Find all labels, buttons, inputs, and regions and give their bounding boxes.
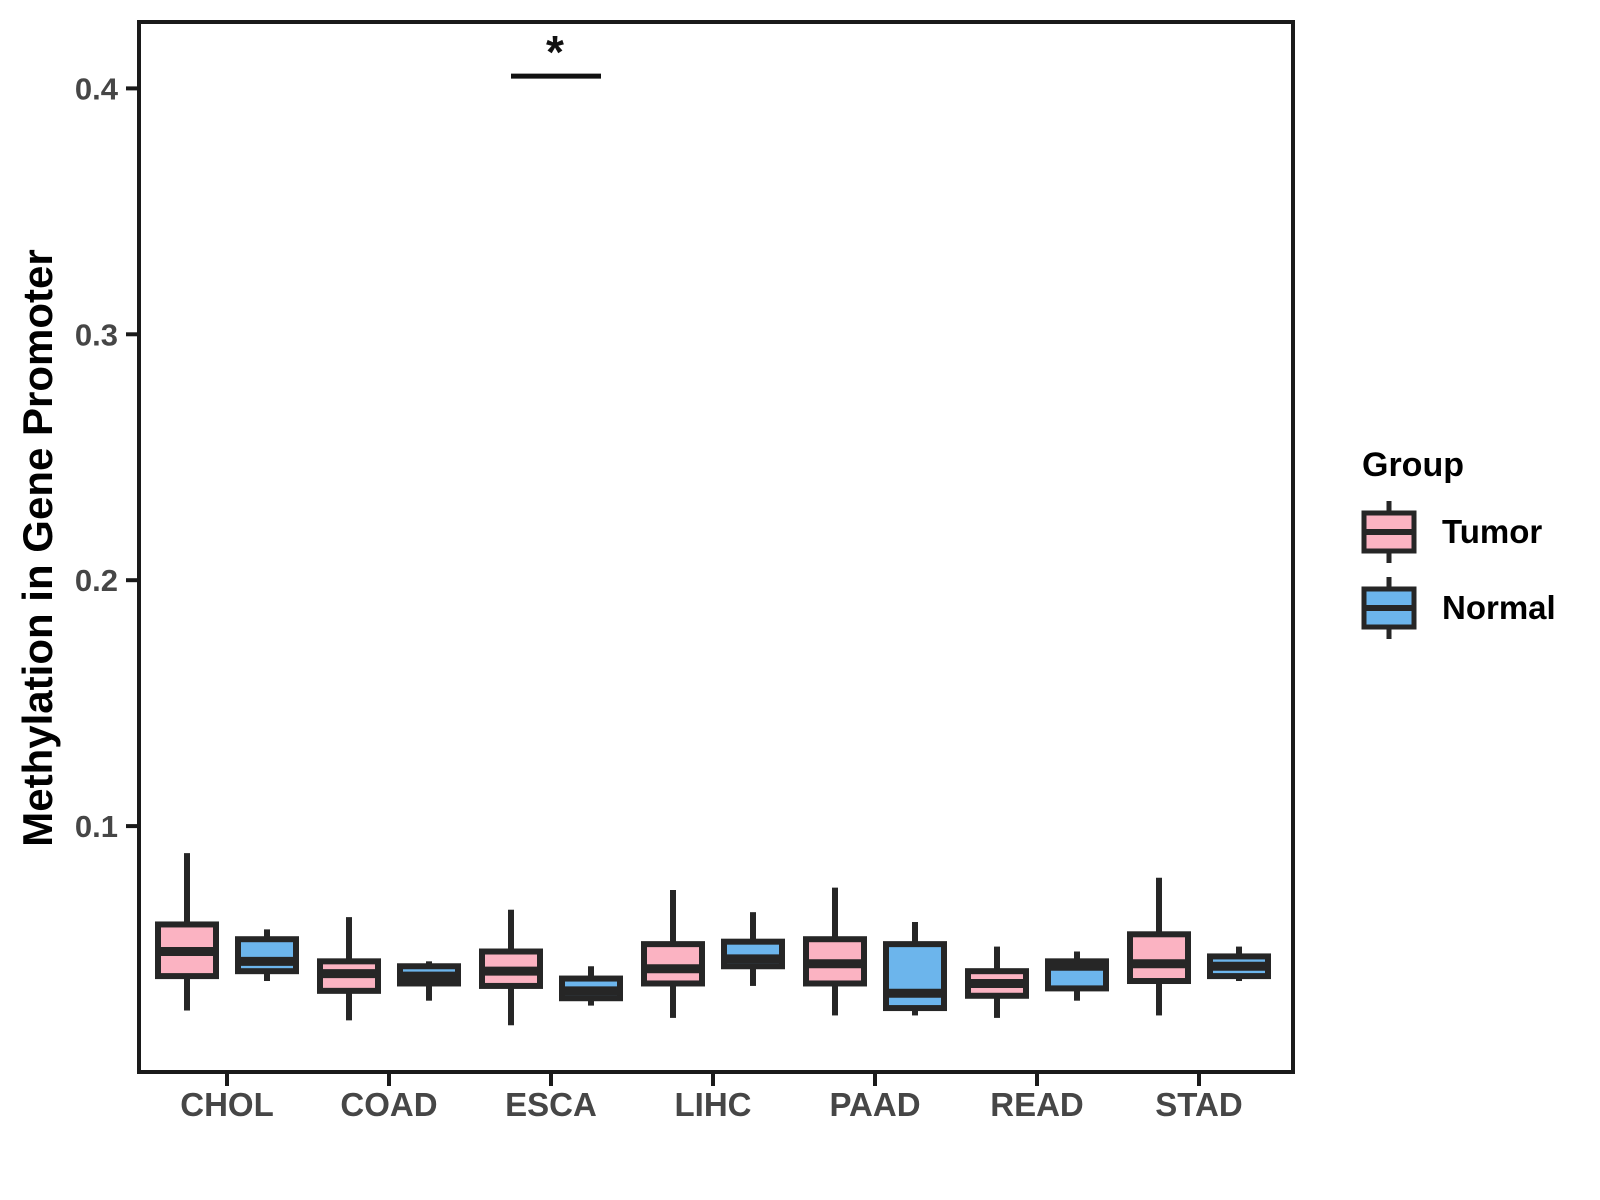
normal-boxplot-key-icon xyxy=(1361,577,1417,639)
y-axis-title: Methylation in Gene Promoter xyxy=(14,249,61,847)
x-tick-label-read: READ xyxy=(990,1086,1084,1123)
boxplot-paad-normal xyxy=(883,922,947,1016)
iqr-box xyxy=(1127,931,1191,985)
legend-entry-normal: Normal xyxy=(1360,573,1556,643)
legend-label-tumor: Tumor xyxy=(1442,513,1543,550)
x-tick-label-lihc: LIHC xyxy=(675,1086,752,1123)
boxplot-esca-normal xyxy=(559,966,623,1006)
y-tick-label: 0.1 xyxy=(75,809,118,844)
boxplot-read-tumor xyxy=(965,946,1029,1018)
boxplot-coad-tumor xyxy=(317,917,381,1021)
x-tick-label-coad: COAD xyxy=(340,1086,437,1123)
iqr-box xyxy=(883,941,947,1012)
boxplot-chol-tumor xyxy=(155,853,219,1011)
tumor-boxplot-key-icon xyxy=(1361,501,1417,563)
boxplot-stad-normal xyxy=(1207,946,1271,982)
boxplot-lihc-tumor xyxy=(641,890,705,1018)
x-tick-label-chol: CHOL xyxy=(180,1086,274,1123)
boxplot-chol-normal xyxy=(235,929,299,982)
boxplot-coad-normal xyxy=(397,961,461,1001)
x-tick-label-stad: STAD xyxy=(1155,1086,1242,1123)
x-tick-label-esca: ESCA xyxy=(505,1086,597,1123)
panel-border xyxy=(137,20,1295,1074)
y-tick-label: 0.2 xyxy=(75,563,118,598)
boxplot-paad-tumor xyxy=(803,887,867,1016)
iqr-box xyxy=(641,941,705,987)
boxplot-esca-tumor xyxy=(479,909,543,1026)
iqr-box xyxy=(235,936,299,975)
boxplot-lihc-normal xyxy=(721,912,785,986)
significance-star: * xyxy=(546,26,564,78)
y-tick-label: 0.4 xyxy=(75,71,119,106)
legend-entry-tumor: Tumor xyxy=(1360,497,1556,567)
legend-title: Group xyxy=(1362,446,1464,484)
x-tick-label-paad: PAAD xyxy=(829,1086,920,1123)
boxplot-read-normal xyxy=(1045,951,1109,1001)
y-tick-label: 0.3 xyxy=(75,317,118,352)
legend-label-normal: Normal xyxy=(1442,589,1556,626)
legend: Group Tumor Normal xyxy=(1360,446,1556,649)
boxplot-stad-tumor xyxy=(1127,877,1191,1016)
